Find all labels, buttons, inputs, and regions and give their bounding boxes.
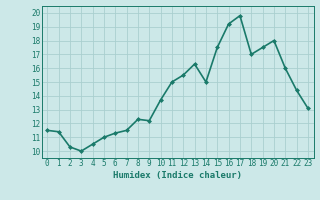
X-axis label: Humidex (Indice chaleur): Humidex (Indice chaleur) bbox=[113, 171, 242, 180]
